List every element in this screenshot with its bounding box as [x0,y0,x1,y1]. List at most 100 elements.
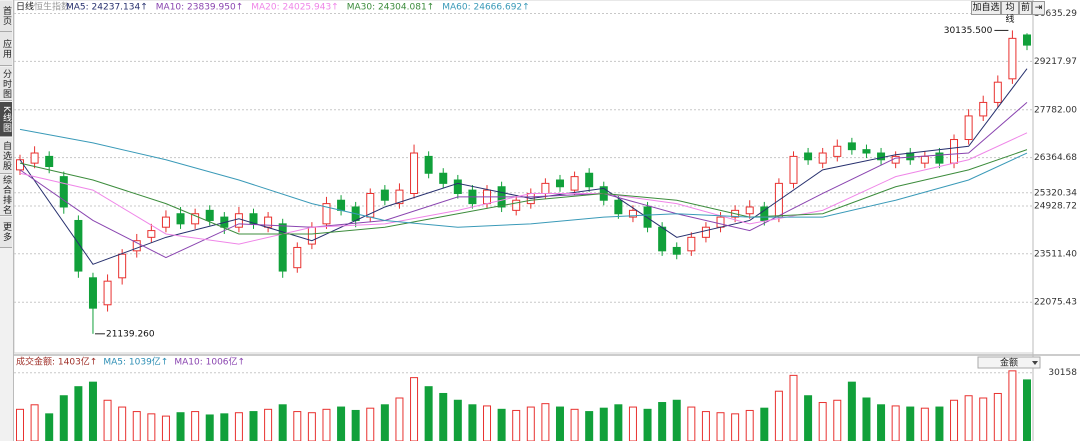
volume-bar [964,395,973,441]
volume-bar [760,407,769,441]
sidebar-tab[interactable]: 更多 [0,217,12,248]
candle-body [614,199,623,215]
candle-body [789,155,798,184]
volume-bar [599,407,608,441]
candle-body [672,246,681,255]
volume-legend: MA10: 1006亿↑ [174,356,245,368]
candle-body [337,199,346,211]
volume-bar [512,409,521,441]
volume-bar [614,404,623,441]
volume-bar [687,406,696,441]
candle-body [88,277,97,309]
volume-bar [264,408,273,441]
candle-body [906,152,915,161]
candle-body [380,189,389,201]
sidebar-tab[interactable]: 自选股 [0,138,12,174]
volume-bar [891,405,900,441]
candle-body [395,189,404,205]
volume-bar [672,399,681,441]
sidebar-tab[interactable]: 综合排名 [0,175,12,216]
candle-body [935,152,944,164]
toolbar-button[interactable]: 加自选 [971,1,1001,15]
ma-line [19,128,1028,228]
volume-bar [16,408,24,441]
toolbar-button[interactable]: 均线 [1001,1,1019,25]
y-tick-label: 27782.00 [1034,105,1077,115]
y-tick-label: 23511.40 [1034,249,1077,259]
candle-body [410,152,419,194]
candle-body [59,176,68,208]
volume-bar [468,404,477,441]
candle-body [278,223,287,272]
volume-bar [366,407,375,441]
period-label: 日线 [16,1,34,13]
volume-bar [1008,370,1017,441]
candle-body [701,226,710,238]
candle-body [16,159,24,171]
volume-bar [45,413,54,441]
volume-legend: 成交金额: 1403亿↑ [16,356,97,368]
volume-bar [877,404,886,441]
y-tick-label: 29217.97 [1034,57,1077,67]
candle-body [716,216,725,228]
volume-bar [818,402,827,441]
volume-bar [88,381,97,441]
candle-body [877,152,886,161]
candle-body [862,149,871,154]
candle-body [950,139,959,164]
volume-bar [745,409,754,441]
annotation: 21139.260 [106,329,155,339]
candle-body [1008,37,1017,80]
volume-bar [906,406,915,441]
volume-bar [161,415,170,441]
volume-bar [395,397,404,441]
toolbar-button[interactable]: ⇥ [1032,1,1045,15]
legend-entry: MA10: 23839.950↑ [156,3,243,13]
volume-bar [74,386,83,441]
y-tick-label: 25320.34 [1034,188,1077,198]
volume-bar [249,411,258,441]
volume-bar [979,397,988,441]
sidebar-tab[interactable]: 分时图 [0,67,12,101]
ma-line [19,68,1028,265]
sidebar-tab[interactable]: 首页 [0,1,12,32]
volume-bar [658,402,667,441]
toolbar-button[interactable]: 前 [1019,1,1032,15]
ma-line [19,132,1028,245]
candle-body [979,101,988,117]
volume-bar [103,399,112,441]
candle-body [628,209,637,218]
volume-bar [541,403,550,441]
selector[interactable] [977,356,1041,369]
candle-body [161,216,170,228]
volume-bar [205,414,214,441]
volume-bar [483,405,492,441]
candle-body [249,213,258,225]
candle-body [293,246,302,269]
sidebar-tab[interactable]: 应用 [0,32,12,66]
volume-bar [920,407,929,441]
sidebar-tab[interactable]: K线图 [0,102,12,137]
volume-bar [804,395,813,441]
volume-bar [30,404,39,441]
volume-bar [147,413,156,441]
candle-body [687,236,696,252]
volume-bar [570,408,579,441]
candle-body [585,172,594,188]
volume-bar [191,411,200,441]
candle-body [643,206,652,228]
volume-bar [950,399,959,441]
selector-label[interactable]: 金额 [1000,357,1018,369]
candle-body [191,213,200,225]
volume-bar [701,411,710,441]
candle-body [424,155,433,174]
volume-bar [1023,379,1031,441]
y-tick-label: 26364.68 [1034,153,1077,163]
candle-body [541,182,550,194]
candle-body [512,199,521,211]
ma-line [19,102,1028,259]
candle-body [205,209,214,221]
volume-bar [847,381,856,441]
candle-body [555,179,564,188]
candle-body [45,155,54,168]
